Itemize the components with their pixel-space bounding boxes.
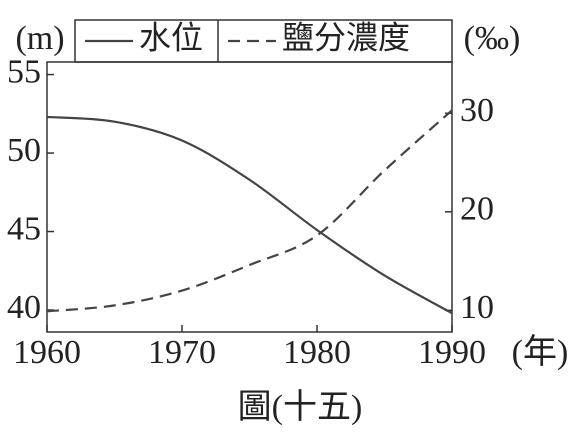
y-tick-label: 50	[7, 132, 41, 169]
x-tick-label: 1990	[418, 334, 486, 371]
y-tick-label: 40	[7, 289, 41, 326]
y-axis-label: (m)	[15, 20, 64, 57]
x-axis-label: (年)	[512, 333, 569, 371]
series-line	[46, 115, 453, 315]
y-tick-label: 55	[7, 53, 41, 90]
y-tick-label: 45	[7, 210, 41, 247]
x-tick-label: 1970	[148, 334, 216, 371]
chart-title: 圖(十五)	[238, 388, 363, 426]
legend-label: 鹽分濃度	[282, 19, 410, 55]
x-tick-label: 1980	[283, 334, 351, 371]
plot-frame	[46, 61, 453, 333]
y2-tick-label: 10	[460, 289, 494, 326]
y2-tick-label: 30	[460, 92, 494, 129]
legend-label: 水位	[139, 19, 203, 55]
x-tick-label: 1960	[13, 334, 81, 371]
y2-tick-label: 20	[460, 191, 494, 228]
y2-axis-label: (‰)	[464, 20, 521, 57]
series-line	[46, 109, 453, 313]
